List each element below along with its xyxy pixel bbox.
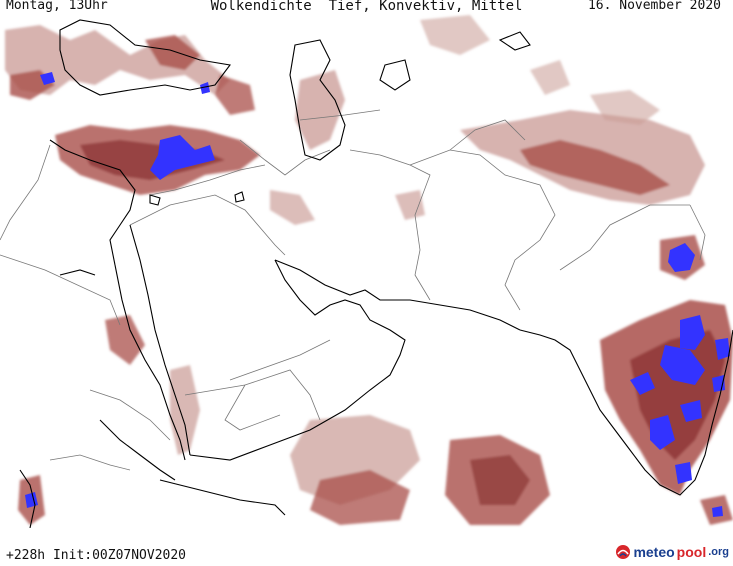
map-title: Wolkendichte Tief, Konvektiv, Mittel — [210, 0, 523, 14]
coastlines — [19, 19, 733, 528]
meteopool-logo-link[interactable]: meteo pool .org — [615, 544, 729, 560]
logo-icon — [616, 545, 631, 559]
weather-map — [0, 15, 733, 528]
convective-layer — [25, 72, 730, 517]
country-borders — [0, 109, 706, 471]
time-label: Montag, 13Uhr — [6, 0, 108, 13]
footer: +228h Init:00Z07NOV2020 meteo pool .org — [0, 528, 733, 566]
run-info: +228h Init:00Z07NOV2020 — [6, 548, 187, 563]
date-label: 16. November 2020 — [587, 0, 721, 13]
cloud-density-layer — [5, 15, 733, 525]
brand-part1: meteo — [633, 544, 675, 560]
brand-part2: pool — [676, 544, 707, 560]
brand-part3: .org — [708, 546, 729, 558]
